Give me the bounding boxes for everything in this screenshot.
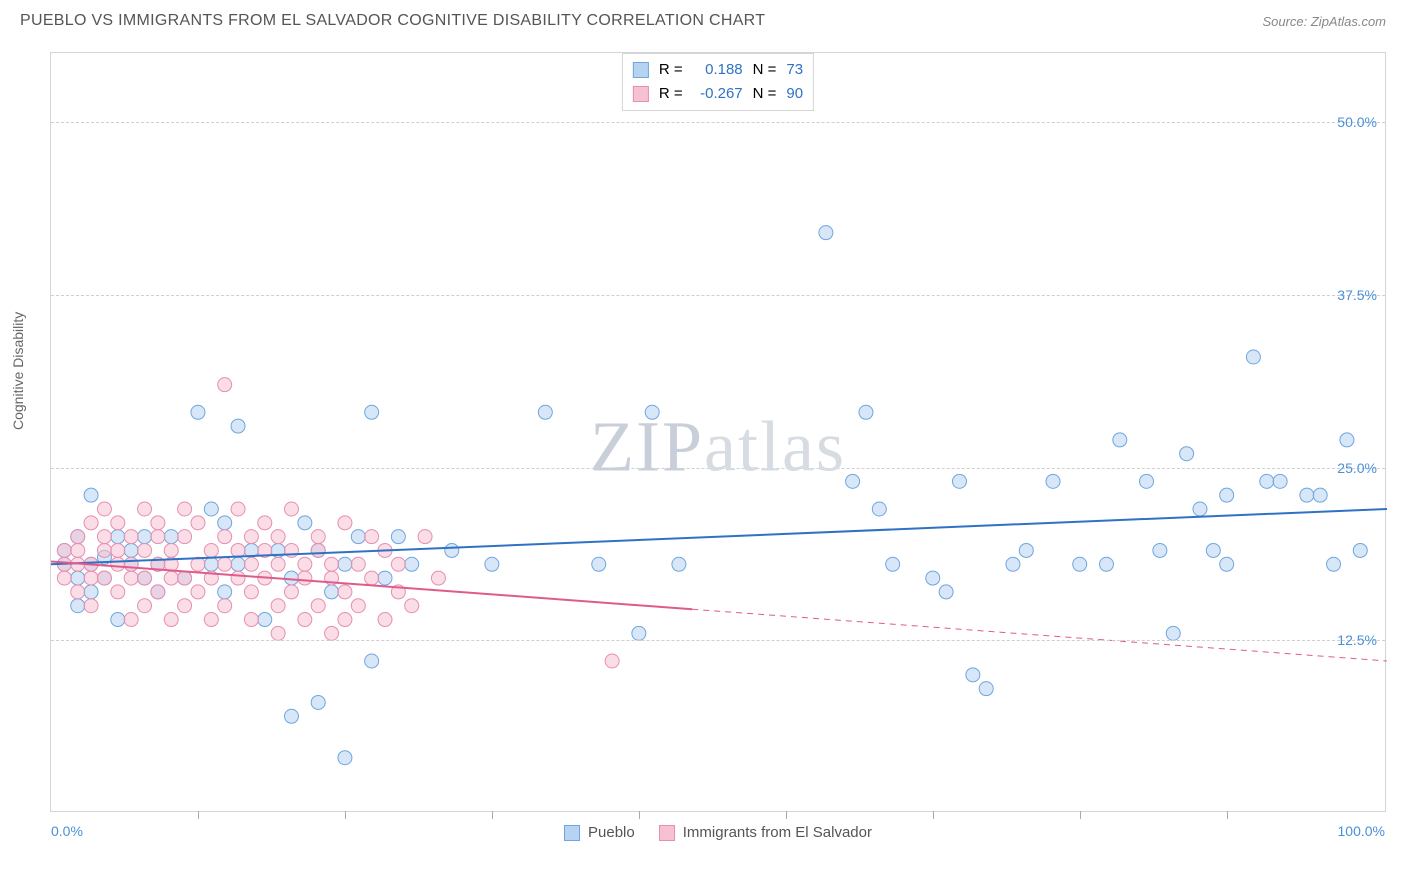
header: PUEBLO VS IMMIGRANTS FROM EL SALVADOR CO… <box>0 0 1406 38</box>
legend-label: Pueblo <box>588 824 635 841</box>
y-tick-label: 12.5% <box>1337 632 1377 648</box>
y-axis-label: Cognitive Disability <box>10 312 26 430</box>
legend-r-label: R = <box>659 82 683 106</box>
legend-swatch <box>633 86 649 102</box>
legend-bottom: Pueblo Immigrants from El Salvador <box>564 824 872 841</box>
legend-r-value: -0.267 <box>693 82 743 106</box>
x-axis-max-label: 100.0% <box>1338 823 1385 839</box>
legend-top: R = 0.188 N = 73 R = -0.267 N = 90 <box>622 53 814 111</box>
legend-swatch <box>659 825 675 841</box>
legend-item: Immigrants from El Salvador <box>659 824 872 841</box>
plot-area: 12.5%25.0%37.5%50.0% ZIPatlas R = 0.188 … <box>50 52 1386 812</box>
y-tick-label: 50.0% <box>1337 114 1377 130</box>
source-label: Source: ZipAtlas.com <box>1262 14 1386 29</box>
legend-row: R = 0.188 N = 73 <box>633 58 803 82</box>
legend-item: Pueblo <box>564 824 635 841</box>
legend-row: R = -0.267 N = 90 <box>633 82 803 106</box>
chart-title: PUEBLO VS IMMIGRANTS FROM EL SALVADOR CO… <box>20 12 765 30</box>
legend-r-value: 0.188 <box>693 58 743 82</box>
legend-n-label: N = <box>753 82 777 106</box>
scatter-svg <box>51 53 1387 813</box>
y-tick-label: 37.5% <box>1337 287 1377 303</box>
y-tick-label: 25.0% <box>1337 460 1377 476</box>
legend-n-value: 73 <box>786 58 803 82</box>
legend-label: Immigrants from El Salvador <box>683 824 872 841</box>
x-axis-min-label: 0.0% <box>51 823 83 839</box>
legend-n-value: 90 <box>786 82 803 106</box>
legend-swatch <box>564 825 580 841</box>
legend-n-label: N = <box>753 58 777 82</box>
legend-swatch <box>633 62 649 78</box>
legend-r-label: R = <box>659 58 683 82</box>
